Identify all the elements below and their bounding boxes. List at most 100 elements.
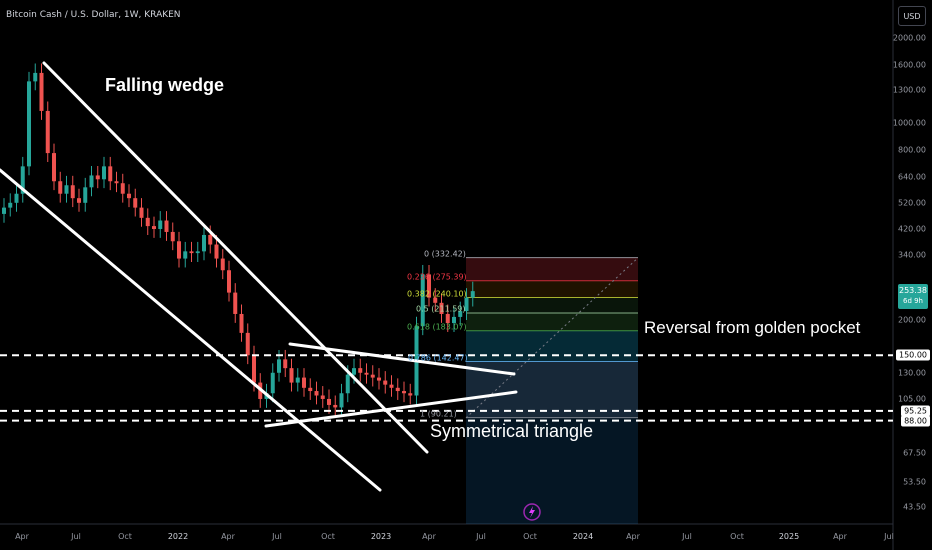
candle-body (45, 110, 50, 154)
price-tick-label: 1300.00 (892, 85, 926, 95)
candle-body (152, 226, 156, 229)
price-tick-label: 200.00 (898, 315, 926, 325)
time-tick-label: Oct (118, 532, 132, 541)
fib-zone-4 (466, 330, 638, 362)
price-tick-label: 520.00 (898, 198, 926, 208)
candle-body (108, 166, 113, 182)
candle-body (239, 313, 244, 333)
candle-body (389, 384, 394, 388)
candle-body (420, 274, 425, 327)
price-tick-label: 800.00 (898, 145, 926, 155)
candle-body (164, 220, 169, 232)
fib-zone-3 (466, 313, 638, 331)
candle-body (452, 316, 456, 324)
candle-body (177, 241, 181, 259)
fib-level-label: 1 (90.21) (420, 409, 457, 419)
candle-body (70, 185, 75, 199)
bar-countdown: 6d 9h (902, 297, 923, 305)
symmetrical-triangle-label[interactable]: Symmetrical triangle (430, 421, 594, 441)
price-tick-label: 640.00 (898, 172, 926, 182)
time-tick-label: Apr (15, 532, 29, 541)
candle-body (227, 270, 231, 293)
current-price-value: 253.38 (899, 286, 927, 295)
time-tick-label: Jul (272, 532, 282, 541)
candle-body (27, 81, 31, 167)
triangle-lower-line (264, 390, 518, 428)
candle-body (202, 234, 206, 252)
price-tick-label: 130.00 (898, 368, 926, 378)
candle-body (445, 313, 450, 324)
candle-body (464, 297, 469, 312)
time-tick-label: 2023 (370, 532, 392, 541)
time-tick-label: Oct (523, 532, 537, 541)
price-tick-label: 43.50 (903, 502, 926, 512)
candle-body (64, 185, 69, 194)
time-tick-label: 2024 (572, 532, 594, 541)
candle-body (2, 207, 6, 214)
candle-body (283, 359, 288, 369)
candle-body (95, 175, 100, 180)
fib-level-label: 0.618 (183.07) (407, 322, 467, 332)
candle-body (83, 187, 88, 203)
reversal-label[interactable]: Reversal from golden pocket (644, 318, 861, 337)
candle-body (402, 391, 406, 394)
candle-body (102, 166, 106, 180)
candle-body (277, 359, 281, 373)
level-price-label: 88.00 (901, 415, 930, 427)
time-tick-label: Oct (730, 532, 744, 541)
candle-body (320, 395, 325, 399)
time-tick-label: 2025 (778, 532, 800, 541)
price-tick-label: 1600.00 (892, 60, 926, 70)
candle-body (170, 231, 175, 242)
time-tick-label: Oct (321, 532, 335, 541)
candle-body (233, 292, 238, 314)
target-zone (466, 330, 638, 524)
candle-body (395, 387, 400, 392)
candle-body (120, 183, 125, 194)
candle-body (114, 181, 119, 184)
price-tick-label: 1000.00 (892, 118, 926, 128)
candle-body (364, 372, 369, 375)
wedge-lower-line (0, 168, 382, 492)
candle-body (333, 404, 338, 408)
price-tick-label: 420.00 (898, 224, 926, 234)
fib-level-label: 0.786 (142.47) (408, 353, 468, 363)
candle-body (220, 258, 225, 271)
fib-zone-2 (466, 297, 638, 314)
level-price-label: 150.00 (896, 349, 930, 361)
fib-level-label: 0.236 (275.39) (407, 272, 467, 282)
candle-body (214, 244, 219, 259)
candle-body (377, 377, 381, 381)
candle-body (302, 377, 306, 388)
candle-body (383, 380, 388, 385)
candle-body (208, 234, 213, 245)
price-tick-label: 2000.00 (892, 33, 926, 43)
price-tick-label: 67.50 (903, 448, 926, 458)
fib-zone-0 (466, 257, 638, 281)
time-tick-label: Apr (833, 532, 847, 541)
time-tick-label: Jul (476, 532, 486, 541)
time-tick-label: 2022 (167, 532, 189, 541)
candle-body (308, 387, 313, 392)
time-tick-label: Apr (422, 532, 436, 541)
lightning-icon (523, 503, 541, 521)
fib-level-label: 0.382 (240.10) (407, 289, 467, 299)
candle-body (127, 193, 131, 199)
candle-body (327, 398, 331, 405)
level-price-label: 95.25 (901, 405, 930, 417)
time-tick-label: Jul (884, 532, 894, 541)
fib-trend-line (465, 257, 639, 419)
currency-button[interactable]: USD (898, 6, 926, 26)
price-tick-label: 340.00 (898, 250, 926, 260)
time-tick-label: Jul (71, 532, 81, 541)
candle-body (14, 193, 19, 203)
time-tick-label: Jul (682, 532, 692, 541)
falling-wedge-label[interactable]: Falling wedge (105, 75, 225, 95)
candle-body (89, 175, 94, 188)
candle-body (52, 153, 56, 182)
candle-body (358, 368, 363, 373)
fib-level-label: 0 (332.42) (424, 249, 466, 259)
candle-body (370, 374, 375, 378)
candle-body (77, 198, 81, 203)
